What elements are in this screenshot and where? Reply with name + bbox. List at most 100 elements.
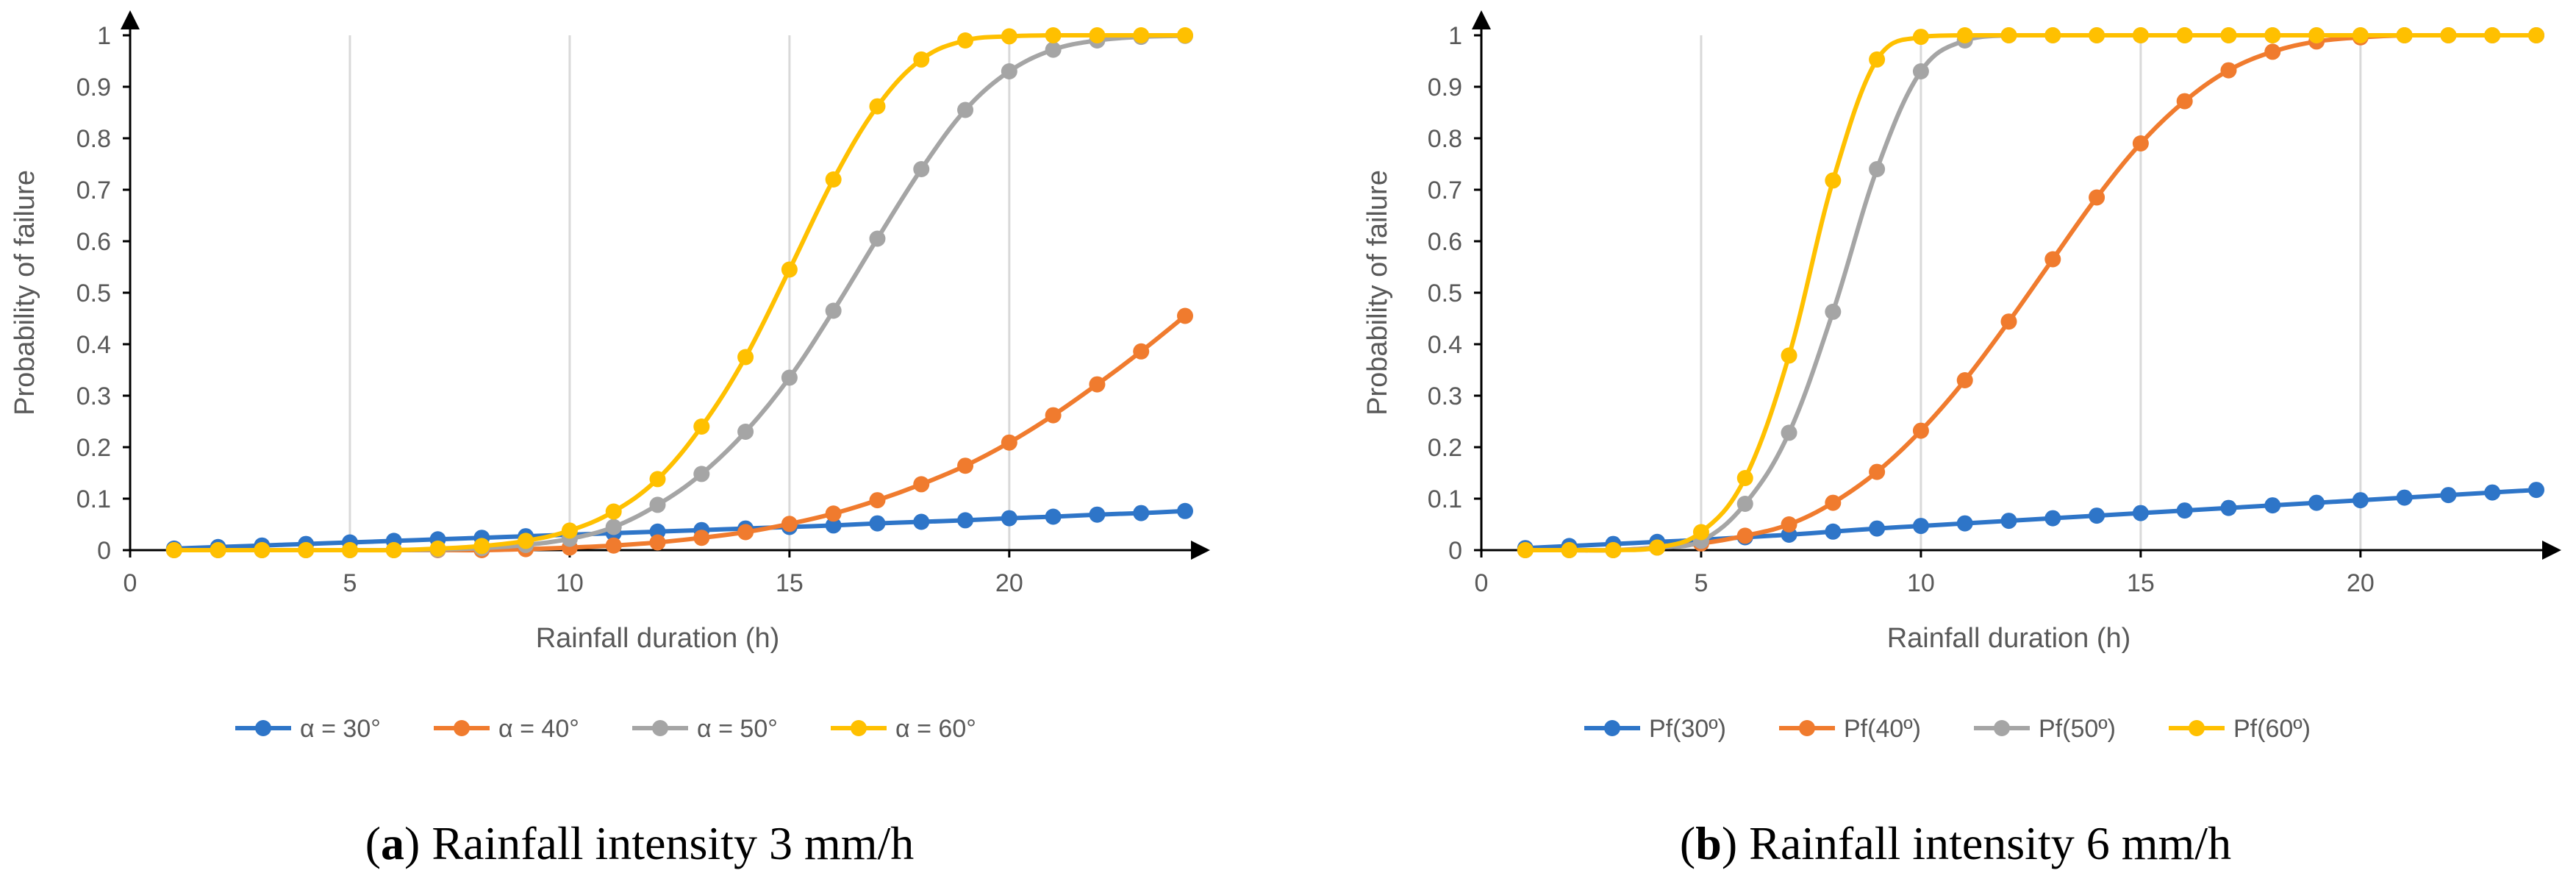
data-point xyxy=(1089,376,1106,393)
y-tick-label: 1 xyxy=(97,22,111,50)
y-axis-arrow xyxy=(121,10,140,29)
data-point xyxy=(2396,489,2413,506)
data-point xyxy=(1912,63,1929,79)
data-point xyxy=(2352,27,2369,43)
legend-item: α = 50° xyxy=(632,715,778,743)
data-point xyxy=(1089,506,1106,523)
data-point xyxy=(2044,251,2061,268)
data-point xyxy=(1089,27,1106,43)
y-tick-label: 0.1 xyxy=(76,485,111,513)
data-point xyxy=(1045,27,1062,43)
legend-item: α = 40° xyxy=(434,715,579,743)
y-tick-label: 0.4 xyxy=(76,331,111,359)
series-line xyxy=(1525,32,2536,553)
legend-label: Pf(30º) xyxy=(1649,715,1726,743)
data-point xyxy=(605,503,622,520)
legend-marker xyxy=(2189,720,2205,736)
y-tick-label: 0 xyxy=(1448,537,1462,565)
data-point xyxy=(2352,492,2369,509)
data-point xyxy=(605,537,622,554)
y-tick-label: 0.8 xyxy=(1428,125,1462,153)
data-point xyxy=(210,542,226,558)
y-axis-title: Probability of failure xyxy=(1362,170,1393,416)
series-3 xyxy=(165,27,1193,558)
data-point xyxy=(1177,307,1193,324)
data-point xyxy=(2000,27,2017,43)
x-tick-label: 20 xyxy=(995,569,1023,597)
data-point xyxy=(825,302,842,319)
data-point xyxy=(2308,27,2325,43)
data-point xyxy=(1956,27,1973,43)
x-axis-title: Rainfall duration (h) xyxy=(536,623,780,654)
data-point xyxy=(1956,515,1973,532)
legend-item: Pf(40º) xyxy=(1779,715,1921,743)
x-axis-arrow xyxy=(1191,541,1210,560)
data-point xyxy=(1781,347,1797,364)
data-point xyxy=(1517,542,1534,558)
x-tick-label: 10 xyxy=(556,569,584,597)
x-axis-title: Rainfall duration (h) xyxy=(1887,623,2131,654)
legend-marker xyxy=(1994,720,2010,736)
data-point xyxy=(385,542,402,558)
data-point xyxy=(2220,62,2237,79)
data-point xyxy=(649,471,666,488)
data-point xyxy=(693,418,710,435)
y-tick-label: 0.5 xyxy=(1428,279,1462,307)
y-tick-label: 0.2 xyxy=(1428,434,1462,462)
legend-label: Pf(60º) xyxy=(2233,715,2311,743)
legend-label: Pf(50º) xyxy=(2039,715,2116,743)
data-point xyxy=(1045,508,1062,525)
data-point xyxy=(2044,27,2061,43)
data-point xyxy=(2132,135,2149,152)
data-point xyxy=(605,519,622,535)
data-point xyxy=(1605,542,1622,558)
data-point xyxy=(1045,407,1062,424)
series-2 xyxy=(1517,27,2544,558)
data-point xyxy=(1869,463,1886,480)
data-point xyxy=(913,513,930,530)
data-point xyxy=(2264,27,2281,43)
data-point xyxy=(869,515,886,532)
legend-label: α = 40° xyxy=(498,715,579,743)
series-4 xyxy=(165,27,1193,558)
data-point xyxy=(2220,499,2237,516)
data-point xyxy=(2132,505,2149,521)
data-point xyxy=(2176,93,2193,110)
y-tick-label: 0.2 xyxy=(76,434,111,462)
data-point xyxy=(2089,27,2105,43)
data-point xyxy=(957,32,974,49)
data-point xyxy=(737,524,754,541)
data-point xyxy=(2264,497,2281,514)
data-point xyxy=(913,51,930,68)
y-tick-label: 0.7 xyxy=(76,177,111,204)
series-line xyxy=(1525,488,2537,551)
data-point xyxy=(473,538,490,555)
data-point xyxy=(1912,422,1929,439)
data-point xyxy=(165,542,182,558)
data-point xyxy=(869,492,886,509)
data-point xyxy=(1001,63,1017,79)
data-point xyxy=(825,171,842,188)
y-tick-label: 0 xyxy=(97,537,111,565)
legend-item: α = 30° xyxy=(235,715,381,743)
legend-item: Pf(30º) xyxy=(1584,715,1726,743)
legend-marker xyxy=(851,720,867,736)
data-point xyxy=(913,476,930,493)
series-line xyxy=(173,32,1185,553)
data-point xyxy=(1781,516,1797,532)
data-point xyxy=(1736,470,1753,486)
y-tick-label: 0.9 xyxy=(1428,74,1462,101)
y-tick-label: 0.4 xyxy=(1428,331,1462,359)
data-point xyxy=(2528,27,2544,43)
data-point xyxy=(1649,539,1666,556)
data-point xyxy=(2000,313,2017,330)
data-point xyxy=(2176,27,2193,43)
data-point xyxy=(1177,502,1193,519)
data-point xyxy=(1825,172,1842,189)
data-point xyxy=(2264,43,2281,60)
data-point xyxy=(737,424,754,440)
legend-marker xyxy=(454,720,470,736)
legend-label: α = 60° xyxy=(895,715,976,743)
x-tick-label: 0 xyxy=(124,569,137,597)
